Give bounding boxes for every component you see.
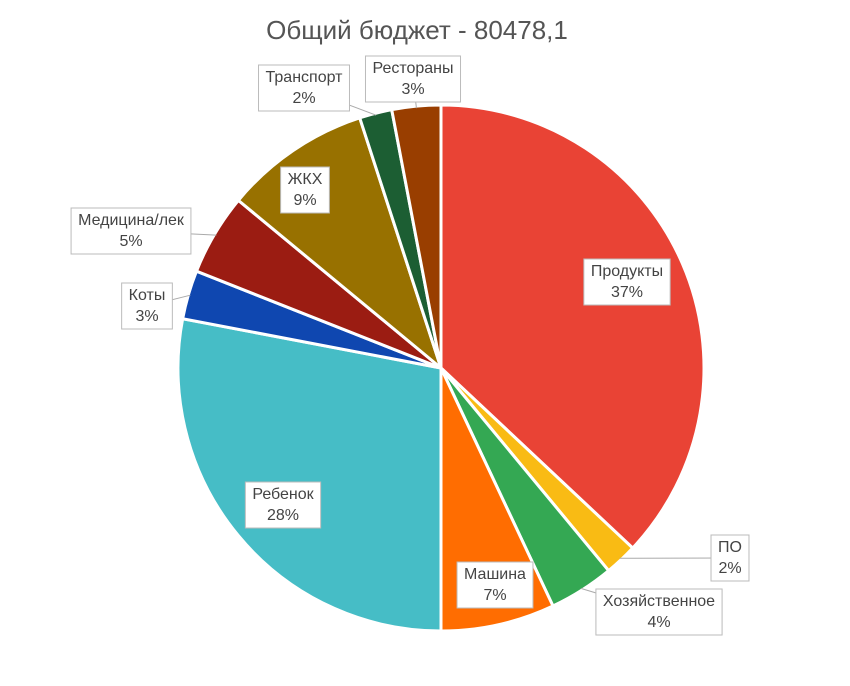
label-category: Рестораны <box>372 60 453 77</box>
data-label: Продукты 37% <box>583 258 671 306</box>
label-category: Коты <box>129 287 166 304</box>
data-label: Машина 7% <box>456 561 534 609</box>
label-value: 3% <box>135 308 158 325</box>
label-value: 2% <box>292 90 315 107</box>
label-value: 37% <box>611 284 643 301</box>
label-category: ПО <box>718 539 742 556</box>
label-category: Транспорт <box>266 69 344 86</box>
data-label: Рестораны 3% <box>364 55 462 103</box>
data-label: Медицина/лек 5% <box>70 207 192 255</box>
pie-slice <box>439 103 706 551</box>
data-label: ЖКХ 9% <box>280 166 330 214</box>
label-box <box>121 282 173 330</box>
label-category: Хозяйственное <box>603 593 715 610</box>
label-value: 3% <box>401 81 424 98</box>
data-label: Хозяйственное 4% <box>595 588 723 636</box>
label-category: Машина <box>464 566 526 583</box>
label-value: 4% <box>647 614 670 631</box>
label-category: ЖКХ <box>288 171 323 188</box>
chart-title: Общий бюджет - 80478,1 <box>266 15 568 45</box>
data-label: Ребенок 28% <box>244 481 322 529</box>
label-value: 7% <box>483 587 506 604</box>
label-box <box>364 55 462 103</box>
label-box <box>710 534 750 582</box>
label-box <box>583 258 671 306</box>
label-category: Продукты <box>591 263 663 280</box>
label-box <box>70 207 192 255</box>
label-box <box>244 481 322 529</box>
data-label: Коты 3% <box>121 282 173 330</box>
pie-slice <box>176 316 443 633</box>
data-label: ПО 2% <box>710 534 750 582</box>
label-category: Медицина/лек <box>78 212 185 229</box>
label-box <box>280 166 330 214</box>
label-box <box>595 588 723 636</box>
label-box <box>456 561 534 609</box>
label-value: 5% <box>119 233 142 250</box>
label-box <box>258 64 350 112</box>
label-value: 9% <box>293 192 316 209</box>
data-label: Транспорт 2% <box>258 64 350 112</box>
label-value: 2% <box>718 560 741 577</box>
label-category: Ребенок <box>252 486 314 503</box>
label-value: 28% <box>267 507 299 524</box>
